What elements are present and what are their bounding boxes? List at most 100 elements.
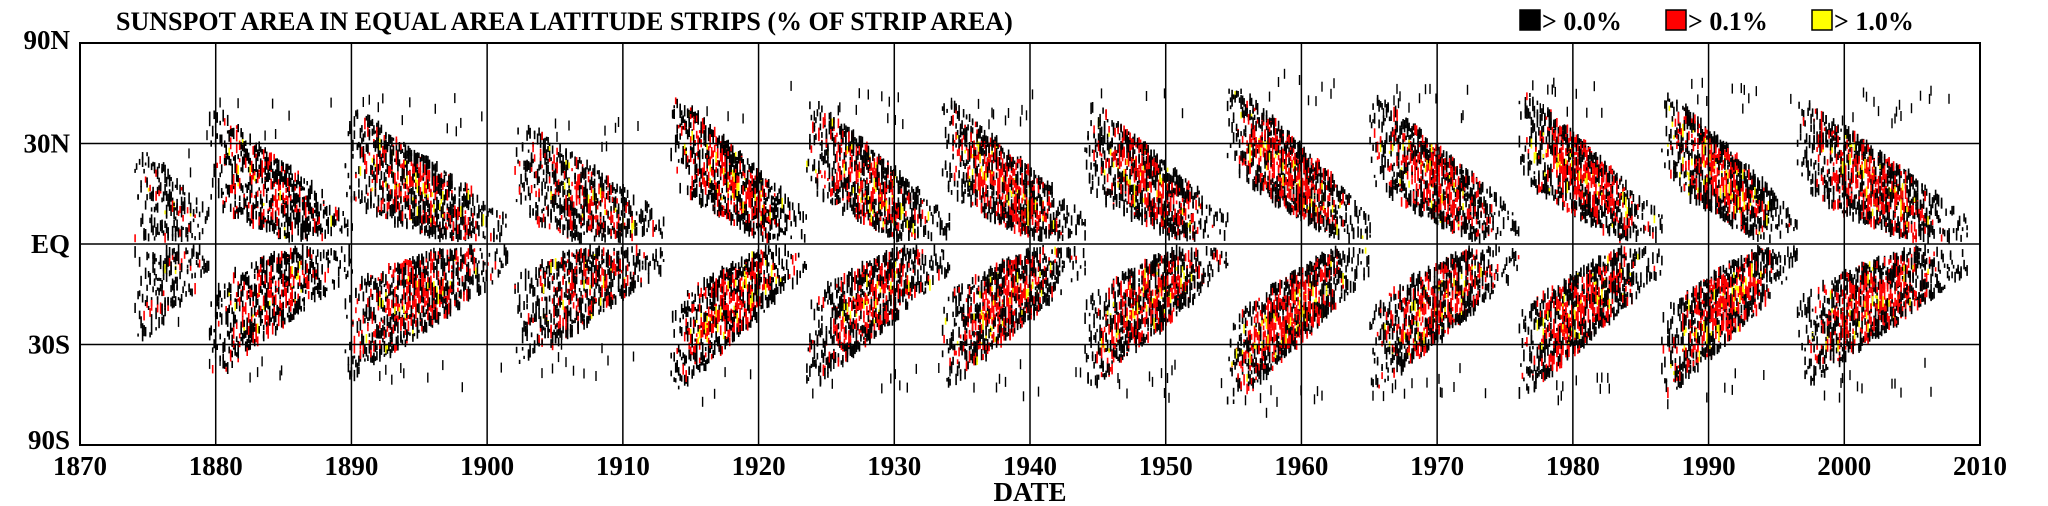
sunspot-mark bbox=[155, 274, 157, 280]
sunspot-mark bbox=[691, 175, 693, 181]
sunspot-mark bbox=[427, 215, 429, 226]
sunspot-mark bbox=[605, 193, 608, 200]
sunspot-mark bbox=[229, 283, 232, 293]
sunspot-mark bbox=[259, 215, 262, 223]
sunspot-mark bbox=[589, 288, 591, 296]
sunspot-mark bbox=[571, 211, 573, 216]
sunspot-mark bbox=[265, 270, 268, 277]
sunspot-mark bbox=[425, 321, 428, 333]
sunspot-mark bbox=[623, 202, 626, 212]
sunspot-mark bbox=[382, 271, 384, 283]
sunspot-mark bbox=[724, 145, 726, 156]
sunspot-mark bbox=[544, 153, 546, 158]
sunspot-mark bbox=[277, 229, 280, 238]
sunspot-mark bbox=[554, 168, 557, 180]
sunspot-mark bbox=[207, 206, 210, 217]
sunspot-mark bbox=[547, 328, 549, 339]
sunspot-mark bbox=[155, 290, 157, 296]
sunspot-mark bbox=[261, 319, 263, 323]
sunspot-mark bbox=[379, 295, 381, 308]
sunspot-mark bbox=[482, 200, 485, 212]
sunspot-mark bbox=[304, 208, 307, 219]
sunspot-mark bbox=[575, 269, 578, 275]
sunspot-mark bbox=[553, 203, 555, 212]
sunspot-mark bbox=[458, 290, 461, 297]
sunspot-mark bbox=[719, 209, 722, 216]
sunspot-mark bbox=[174, 296, 177, 306]
sunspot-mark bbox=[599, 224, 602, 234]
sunspot-mark bbox=[722, 171, 725, 175]
sunspot-mark bbox=[518, 294, 521, 305]
sunspot-mark bbox=[419, 157, 422, 162]
sunspot-mark bbox=[424, 319, 426, 326]
sunspot-mark bbox=[698, 168, 701, 175]
sunspot-mark bbox=[297, 208, 299, 215]
sunspot-mark bbox=[662, 216, 665, 227]
sunspot-mark bbox=[407, 320, 410, 328]
sunspot-mark bbox=[535, 267, 537, 278]
sunspot-mark bbox=[599, 291, 602, 301]
sunspot-mark bbox=[177, 228, 180, 234]
sunspot-mark bbox=[712, 323, 714, 333]
sunspot-mark bbox=[617, 117, 620, 127]
sunspot-mark bbox=[434, 316, 437, 323]
sunspot-mark bbox=[388, 195, 390, 202]
sunspot-mark bbox=[297, 282, 299, 289]
sunspot-mark bbox=[424, 277, 426, 282]
sunspot-mark bbox=[568, 162, 570, 169]
sunspot-mark bbox=[301, 284, 304, 293]
sunspot-mark bbox=[530, 185, 533, 194]
sunspot-mark bbox=[583, 264, 585, 277]
sunspot-mark bbox=[623, 290, 626, 299]
sunspot-mark bbox=[427, 276, 429, 284]
sunspot-mark bbox=[556, 290, 558, 298]
sunspot-mark bbox=[249, 165, 251, 174]
sunspot-mark bbox=[466, 271, 468, 281]
sunspot-mark bbox=[406, 169, 408, 181]
sunspot-mark bbox=[156, 166, 159, 175]
sunspot-mark bbox=[676, 124, 678, 134]
sunspot-mark bbox=[446, 189, 449, 201]
sunspot-mark bbox=[394, 262, 396, 273]
sunspot-mark bbox=[604, 284, 606, 292]
sunspot-mark bbox=[478, 225, 480, 237]
sunspot-mark bbox=[419, 269, 422, 279]
sunspot-mark bbox=[152, 186, 154, 196]
sunspot-mark bbox=[481, 111, 483, 122]
sunspot-mark bbox=[173, 202, 175, 207]
sunspot-mark bbox=[632, 274, 635, 286]
sunspot-mark bbox=[391, 299, 393, 308]
sunspot-mark bbox=[554, 331, 557, 343]
sunspot-mark bbox=[583, 193, 585, 203]
sunspot-mark bbox=[643, 224, 645, 236]
sunspot-mark bbox=[318, 224, 320, 231]
sunspot-mark bbox=[698, 324, 701, 329]
sunspot-mark bbox=[538, 216, 540, 228]
sunspot-mark bbox=[659, 247, 662, 259]
sunspot-mark bbox=[176, 251, 178, 261]
sunspot-mark bbox=[373, 125, 375, 135]
sunspot-mark bbox=[253, 195, 256, 199]
sunspot-mark bbox=[241, 132, 244, 144]
sunspot-mark bbox=[310, 206, 313, 215]
sunspot-mark bbox=[377, 141, 380, 150]
sunspot-mark bbox=[171, 181, 174, 192]
sunspot-mark bbox=[703, 329, 705, 335]
sunspot-mark bbox=[425, 175, 428, 183]
sunspot-mark bbox=[374, 314, 377, 324]
sunspot-mark bbox=[213, 168, 215, 178]
sunspot-mark bbox=[374, 130, 377, 134]
sunspot-mark bbox=[562, 185, 564, 198]
sunspot-mark bbox=[713, 350, 716, 355]
sunspot-mark bbox=[179, 205, 181, 214]
sunspot-mark bbox=[264, 219, 266, 223]
sunspot-mark bbox=[691, 369, 693, 375]
sunspot-mark bbox=[595, 276, 597, 283]
sunspot-mark bbox=[718, 336, 720, 340]
sunspot-mark bbox=[677, 385, 680, 390]
sunspot-mark bbox=[403, 141, 405, 147]
sunspot-mark bbox=[578, 297, 581, 306]
sunspot-mark bbox=[415, 283, 417, 288]
sunspot-mark bbox=[301, 269, 304, 275]
sunspot-mark bbox=[629, 229, 632, 238]
